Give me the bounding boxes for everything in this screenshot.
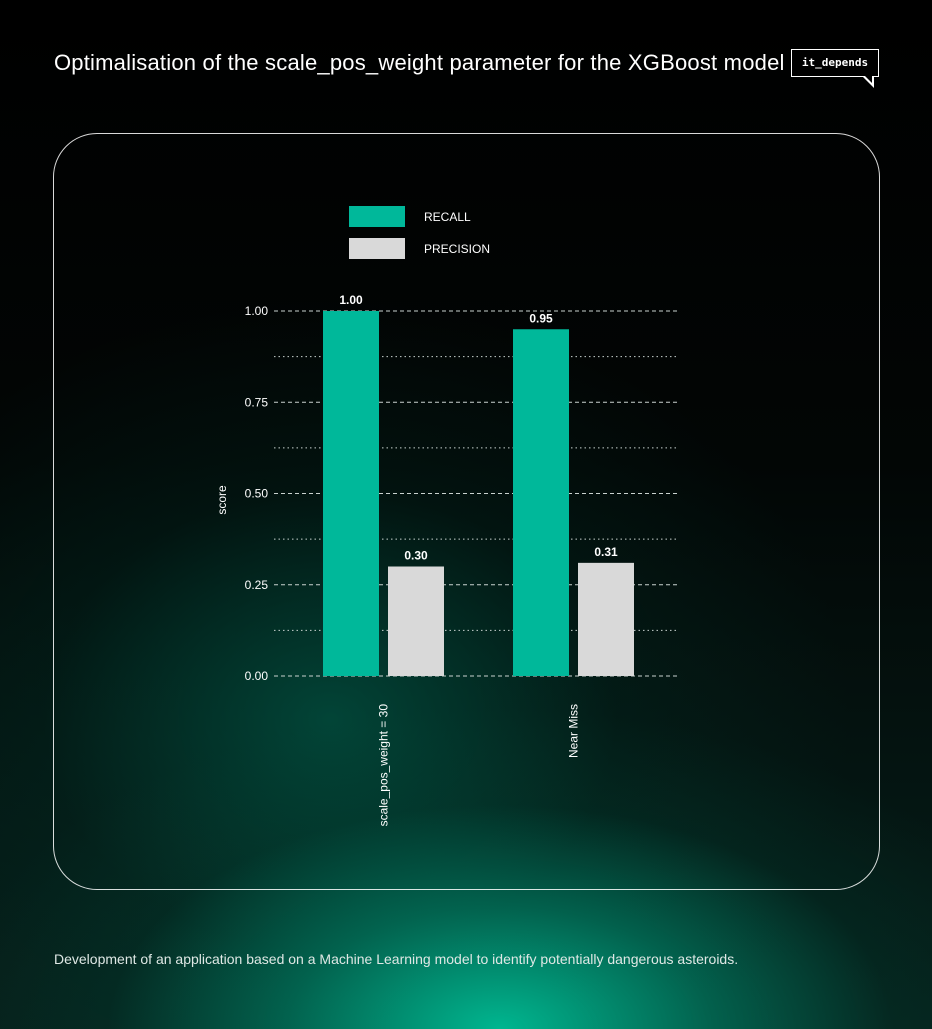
bar-value-label: 0.31 bbox=[594, 545, 618, 559]
bar-value-label: 0.95 bbox=[529, 311, 553, 325]
chart-panel bbox=[53, 133, 880, 890]
speech-tail-inner bbox=[864, 75, 872, 83]
legend-swatch-recall bbox=[349, 206, 405, 227]
x-category-label: Near Miss bbox=[567, 704, 581, 758]
legend-label: PRECISION bbox=[424, 242, 490, 256]
y-tick-label: 1.00 bbox=[245, 304, 269, 318]
brand-badge-label: it_depends bbox=[801, 56, 869, 69]
legend-label: RECALL bbox=[424, 210, 471, 224]
bar-precision bbox=[578, 562, 634, 676]
x-category-label: scale_pos_weight = 30 bbox=[377, 704, 391, 827]
y-axis-title: score bbox=[215, 485, 229, 515]
y-tick-label: 0.50 bbox=[245, 487, 269, 501]
footer-caption: Development of an application based on a… bbox=[54, 951, 739, 967]
bar-recall bbox=[323, 311, 379, 676]
y-tick-label: 0.75 bbox=[245, 395, 269, 409]
y-tick-label: 0.00 bbox=[245, 669, 269, 683]
legend-swatch-precision bbox=[349, 238, 405, 259]
bar-recall bbox=[513, 329, 569, 676]
brand-badge: it_depends bbox=[791, 49, 879, 88]
bar-precision bbox=[388, 566, 444, 676]
y-tick-label: 0.25 bbox=[245, 578, 269, 592]
bar-value-label: 0.30 bbox=[404, 549, 428, 563]
page-title: Optimalisation of the scale_pos_weight p… bbox=[54, 50, 785, 75]
bar-value-label: 1.00 bbox=[339, 293, 363, 307]
